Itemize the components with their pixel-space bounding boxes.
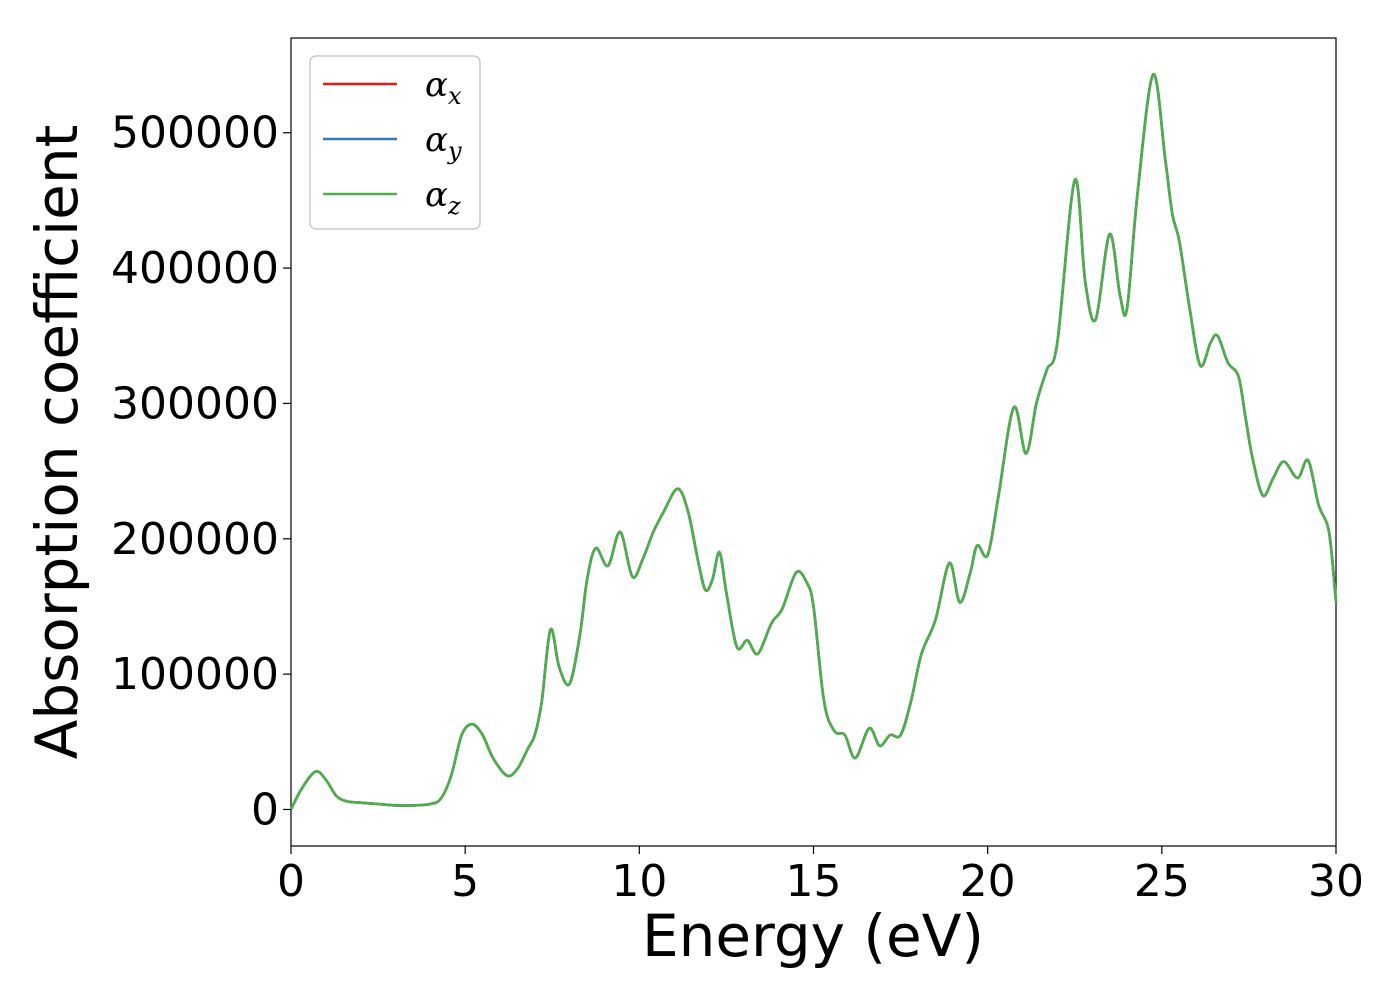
x-tick-label: 20 bbox=[960, 856, 1016, 907]
y-tick-label: 100000 bbox=[111, 649, 279, 700]
x-tick-label: 10 bbox=[611, 856, 667, 907]
legend: αx αy αz bbox=[309, 55, 481, 230]
y-tick-label: 500000 bbox=[111, 108, 279, 159]
y-tick-label: 300000 bbox=[111, 378, 279, 429]
series-line-alpha-z bbox=[289, 73, 1338, 811]
legend-label: αx bbox=[425, 65, 462, 110]
y-axis-ticks: 0 100000 200000 300000 400000 500000 bbox=[111, 108, 291, 835]
legend-box bbox=[309, 55, 481, 230]
legend-label: αz bbox=[425, 175, 461, 220]
x-tick-label: 25 bbox=[1134, 856, 1190, 907]
x-tick-label: 30 bbox=[1308, 856, 1364, 907]
x-tick-label: 5 bbox=[451, 856, 479, 907]
x-tick-label: 15 bbox=[786, 856, 842, 907]
x-tick-label: 0 bbox=[277, 856, 305, 907]
series-lines bbox=[289, 73, 1338, 811]
x-axis-title: Energy (eV) bbox=[642, 902, 984, 970]
y-tick-label: 0 bbox=[251, 784, 279, 835]
y-axis-title: Absorption coefficient bbox=[23, 125, 91, 760]
y-tick-label: 400000 bbox=[111, 243, 279, 294]
y-tick-label: 200000 bbox=[111, 514, 279, 565]
x-axis-ticks: 0 5 10 15 20 25 30 bbox=[277, 846, 1364, 907]
legend-label: αy bbox=[425, 120, 462, 165]
